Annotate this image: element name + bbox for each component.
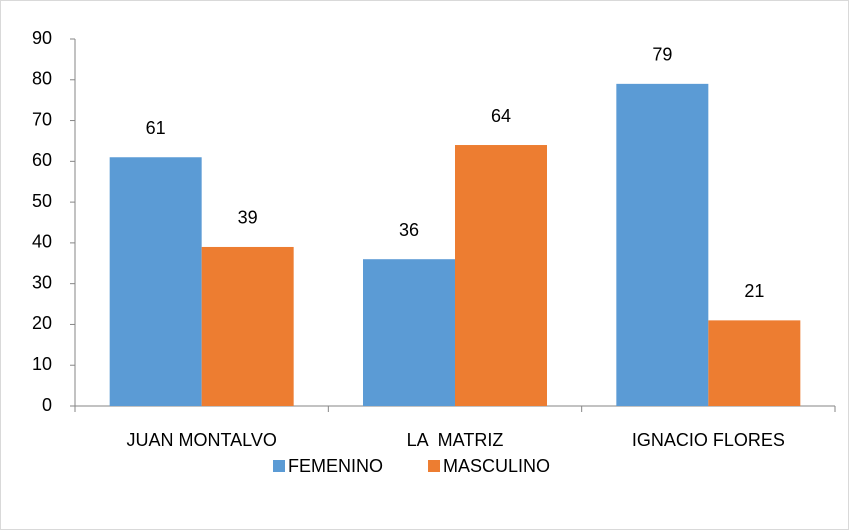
x-tick-label: IGNACIO FLORES <box>632 430 785 450</box>
x-tick-label: JUAN MONTALVO <box>126 430 276 450</box>
y-tick-label: 50 <box>32 191 52 211</box>
y-tick-label: 60 <box>32 150 52 170</box>
y-tick-label: 90 <box>32 28 52 48</box>
y-tick-label: 30 <box>32 272 52 292</box>
data-label: 79 <box>652 45 672 65</box>
legend-label: MASCULINO <box>443 456 550 476</box>
y-tick-label: 0 <box>42 395 52 415</box>
legend-swatch <box>273 460 285 472</box>
data-label: 64 <box>491 106 511 126</box>
bar <box>363 259 455 406</box>
data-label: 39 <box>238 208 258 228</box>
y-tick-label: 70 <box>32 109 52 129</box>
legend-label: FEMENINO <box>288 456 383 476</box>
legend-swatch <box>428 460 441 472</box>
bar <box>708 320 801 406</box>
data-label: 21 <box>744 281 764 301</box>
bar <box>616 83 709 406</box>
bar <box>455 145 547 406</box>
x-tick-label: LA MATRIZ <box>407 430 504 450</box>
bar <box>201 246 294 406</box>
bar <box>109 157 202 406</box>
y-tick-label: 40 <box>32 232 52 252</box>
data-label: 36 <box>399 220 419 240</box>
y-tick-label: 80 <box>32 69 52 89</box>
y-tick-label: 10 <box>32 354 52 374</box>
data-label: 61 <box>146 118 166 138</box>
y-tick-label: 20 <box>32 313 52 333</box>
